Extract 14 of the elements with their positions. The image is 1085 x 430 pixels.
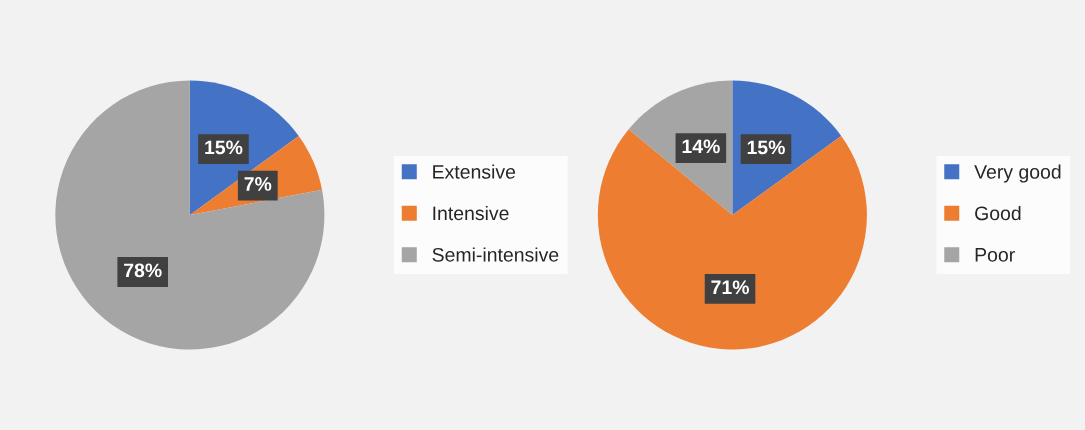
legend-label: Very good — [974, 164, 1061, 183]
legend-label: Extensive — [433, 164, 516, 179]
data-label: 7% — [244, 177, 272, 191]
pie-slice — [597, 129, 867, 350]
data-label: 15% — [747, 140, 785, 155]
legend-label: Semi-intensive — [432, 247, 559, 262]
legend-label: Poor — [975, 248, 1015, 262]
legend-label: Good — [975, 205, 1021, 221]
legend-label: Intensive — [433, 205, 509, 221]
data-label: 14% — [682, 139, 720, 154]
data-label: 15% — [205, 140, 243, 155]
data-label: 71% — [711, 280, 749, 295]
data-label: 78% — [124, 263, 162, 278]
pie-slice — [55, 80, 325, 350]
